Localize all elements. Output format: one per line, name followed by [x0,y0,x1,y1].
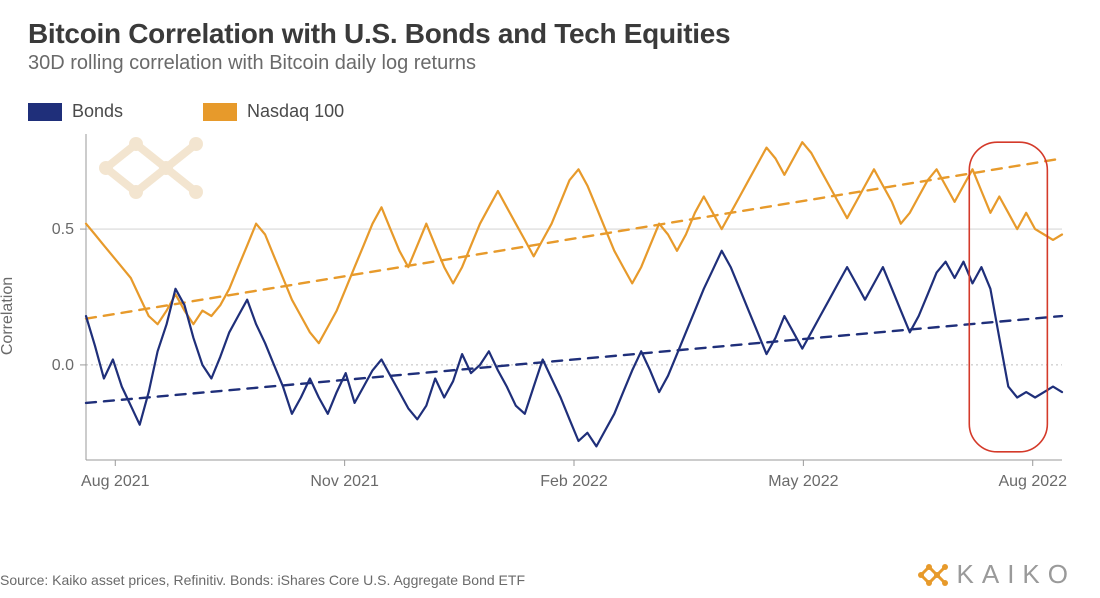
chart-subtitle: 30D rolling correlation with Bitcoin dai… [28,52,1072,75]
svg-text:0.5: 0.5 [52,221,74,238]
svg-text:Feb 2022: Feb 2022 [540,473,608,490]
chart-container: Bitcoin Correlation with U.S. Bonds and … [0,0,1100,598]
chart-plot-area: Correlation 0.00.5Aug 2021Nov 2021Feb 20… [28,126,1072,506]
legend-label-bonds: Bonds [72,101,123,122]
svg-text:Aug 2021: Aug 2021 [81,473,150,490]
svg-text:Nov 2021: Nov 2021 [310,473,379,490]
svg-text:Aug 2022: Aug 2022 [998,473,1067,490]
chart-svg: 0.0 0.5 Aug 2021 Nov 2021 Feb 2022 May 2022 Au… [28,126,1072,506]
brand-icon [915,561,951,589]
legend-item-nasdaq: Nasdaq 100 [203,101,344,122]
legend-swatch-bonds [28,103,62,121]
chart-title: Bitcoin Correlation with U.S. Bonds and … [28,18,1072,50]
brand-logo: KAIKO [915,559,1076,590]
y-axis-label: Correlation [0,277,17,355]
source-attribution: Source: Kaiko asset prices, Refinitiv. B… [0,572,525,588]
svg-text:0.0: 0.0 [52,357,74,374]
legend-swatch-nasdaq [203,103,237,121]
legend-item-bonds: Bonds [28,101,123,122]
brand-text: KAIKO [957,559,1076,590]
svg-text:May 2022: May 2022 [768,473,838,490]
legend: Bonds Nasdaq 100 [28,101,1072,122]
legend-label-nasdaq: Nasdaq 100 [247,101,344,122]
